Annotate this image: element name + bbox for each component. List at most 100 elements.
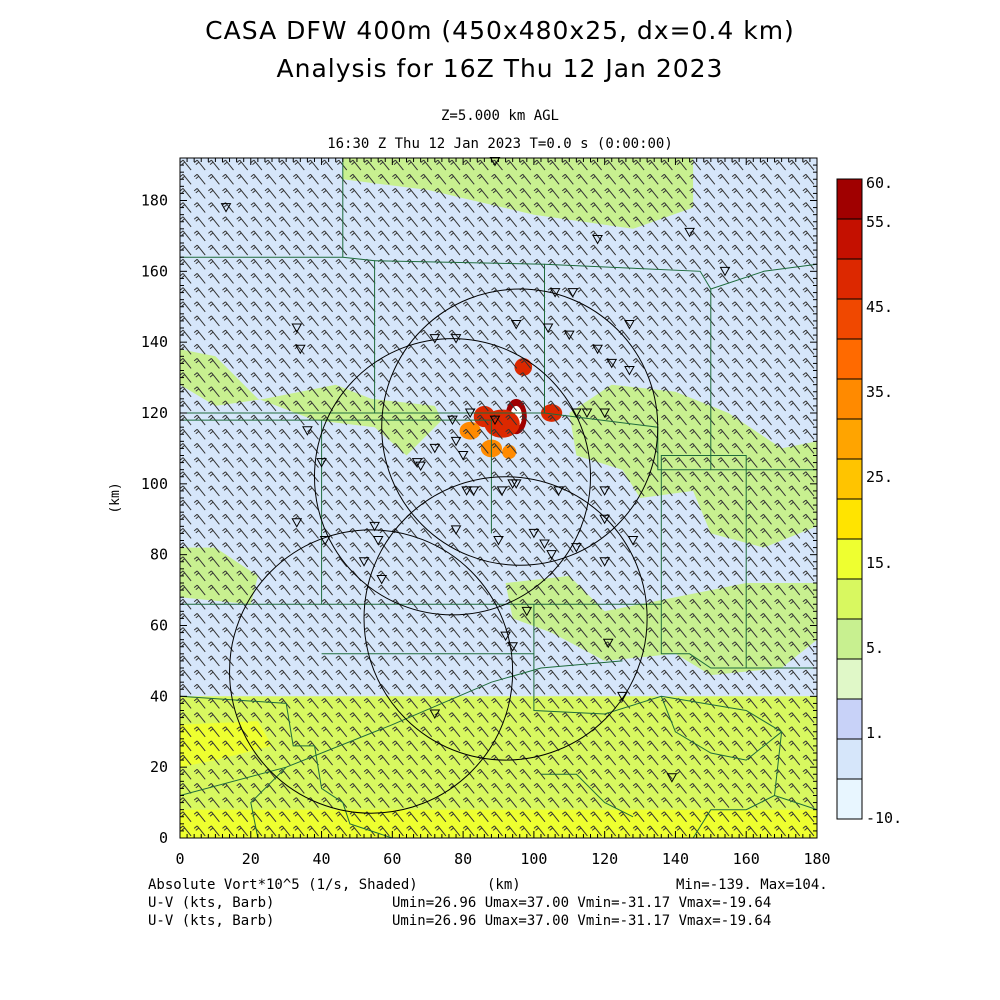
wind-barb: [533, 358, 546, 369]
wind-barb: [278, 202, 291, 213]
wind-barb: [193, 754, 206, 766]
wind-barb: [222, 287, 234, 298]
wind-barb: [476, 343, 489, 355]
wind-barb: [377, 230, 390, 242]
wind-barb: [349, 825, 362, 837]
wind-barb: [363, 457, 376, 468]
wind-barb: [307, 825, 319, 837]
wind-barb: [236, 273, 249, 284]
wind-barb: [335, 499, 348, 511]
barb-stats-1: Umin=26.96 Umax=37.00 Vmin=-31.17 Vmax=-…: [392, 895, 772, 911]
wind-barb: [292, 698, 305, 709]
wind-barb: [505, 783, 518, 794]
wind-barb: [278, 443, 291, 454]
wind-barb: [250, 258, 263, 270]
wind-barb: [745, 485, 758, 497]
wind-barb: [760, 400, 772, 412]
y-tick-label: 0: [159, 829, 168, 847]
wind-barb: [717, 655, 730, 667]
wind-barb: [745, 683, 758, 695]
wind-barb: [222, 273, 234, 284]
wind-barb: [377, 301, 390, 313]
wind-barb: [731, 329, 744, 341]
wind-barb: [731, 414, 744, 426]
wind-barb: [519, 315, 532, 327]
wind-barb: [462, 683, 475, 695]
wind-barb: [448, 343, 461, 355]
wind-barb: [307, 159, 319, 171]
wind-barb: [533, 443, 546, 454]
wind-barb: [236, 570, 249, 582]
wind-barb: [703, 584, 716, 596]
wind-barb: [689, 173, 702, 185]
wind-barb: [533, 173, 546, 185]
wind-barb: [632, 499, 645, 511]
wind-barb: [321, 329, 333, 341]
wind-barb: [392, 613, 404, 624]
wind-barb: [760, 655, 772, 667]
station-marker: [429, 334, 441, 344]
wind-barb: [675, 315, 687, 327]
wind-barb: [321, 669, 333, 681]
wind-barb: [476, 783, 489, 794]
wind-barb: [731, 287, 744, 298]
wind-barb: [476, 825, 489, 837]
wind-barb: [250, 216, 263, 228]
wind-barb: [278, 457, 291, 468]
wind-barb: [618, 343, 631, 355]
wind-barb: [307, 400, 319, 412]
wind-barb: [533, 655, 546, 667]
wind-barb: [547, 613, 560, 624]
wind-barb: [292, 627, 305, 638]
wind-barb: [675, 811, 687, 823]
wind-barb: [193, 400, 206, 412]
barb-stats-2: Umin=26.96 Umax=37.00 Vmin=-31.17 Vmax=-…: [392, 913, 772, 929]
wind-barb: [731, 655, 744, 667]
wind-barb: [448, 159, 461, 171]
wind-barb: [703, 159, 716, 171]
wind-barb: [519, 825, 532, 837]
wind-barb: [250, 570, 263, 582]
wind-barb: [222, 683, 234, 695]
wind-barb: [675, 499, 687, 511]
wind-barb: [632, 783, 645, 794]
wind-barb: [420, 542, 433, 553]
wind-barb: [236, 372, 249, 383]
wind-barb: [675, 329, 687, 341]
wind-barb: [519, 400, 532, 412]
wind-barb: [590, 556, 602, 568]
wind-barb: [321, 712, 333, 723]
wind-barb: [278, 471, 291, 483]
wind-barb: [208, 230, 220, 242]
wind-barb: [278, 528, 291, 539]
wind-barb: [222, 457, 234, 468]
wind-barb: [335, 471, 348, 483]
wind-barb: [505, 414, 518, 426]
wind-barb: [703, 273, 716, 284]
wind-barb: [377, 669, 390, 681]
wind-barb: [349, 641, 362, 653]
wind-barb: [632, 457, 645, 468]
wind-barb: [547, 754, 560, 766]
wind-barb: [661, 683, 673, 695]
wind-barb: [731, 372, 744, 383]
wind-barb: [632, 825, 645, 837]
wind-barb: [717, 754, 730, 766]
wind-barb: [250, 542, 263, 553]
wind-barb: [561, 811, 574, 823]
wind-barb: [646, 499, 659, 511]
wind-barb: [788, 301, 801, 313]
wind-barb: [533, 329, 546, 341]
wind-barb: [491, 627, 503, 638]
wind-barb: [292, 754, 305, 766]
wind-barb: [547, 400, 560, 412]
wind-barb: [406, 584, 418, 596]
wind-barb: [222, 386, 234, 398]
wind-barb: [519, 683, 532, 695]
wind-barb: [661, 386, 673, 398]
wind-barb: [222, 613, 234, 624]
wind-barb: [731, 202, 744, 213]
wind-barb: [193, 683, 206, 695]
wind-barb: [363, 485, 376, 497]
wind-barb: [179, 428, 192, 440]
